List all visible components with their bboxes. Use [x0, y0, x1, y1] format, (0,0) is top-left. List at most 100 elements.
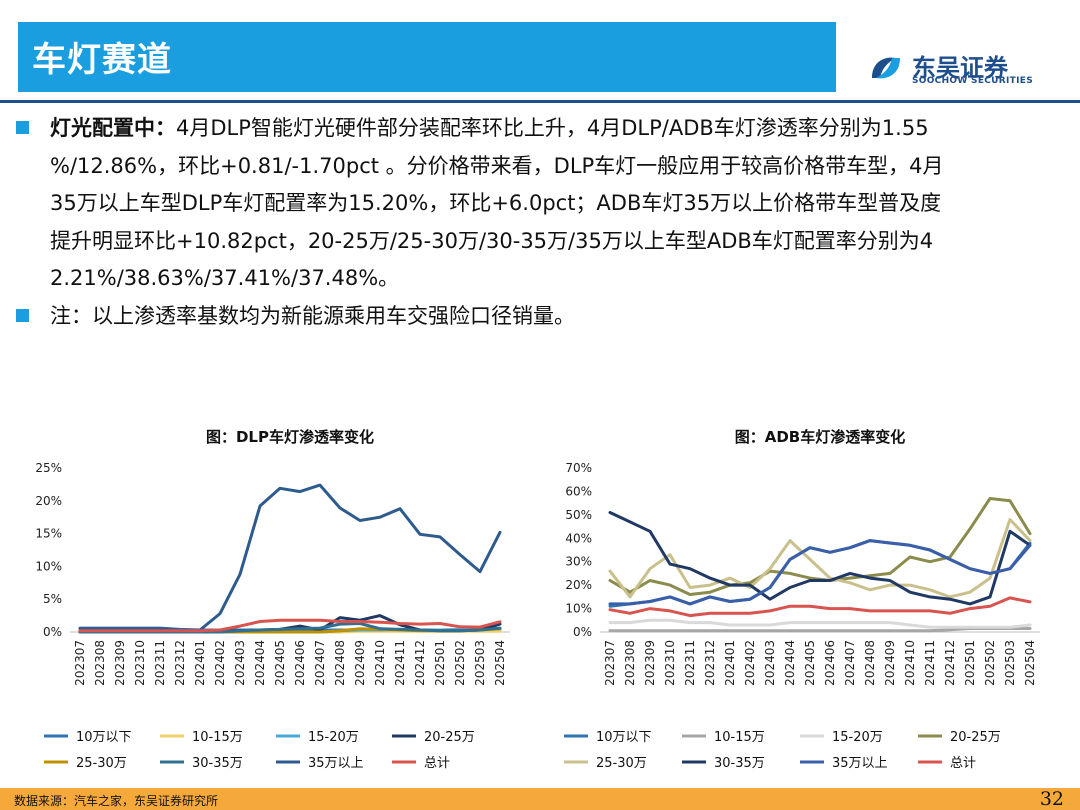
series-line [608, 518, 1032, 599]
y-tick-label: 10% [565, 602, 592, 616]
x-tick-label: 202309 [643, 640, 657, 686]
x-tick-label: 202411 [393, 640, 407, 686]
legend-label: 总计 [950, 756, 976, 771]
bullet-list: 灯光配置中：4月DLP智能灯光硬件部分装配率环比上升，4月DLP/ADB车灯渗透… [14, 110, 1060, 335]
x-tick-label: 202411 [923, 640, 937, 686]
adb-chart-svg: 图：ADB车灯渗透率变化 0% 10% 20% 30% 40% 50% 60% 70% 20230… [564, 428, 1040, 771]
bullet-item-note: 注：以上渗透率基数均为新能源乘用车交强险口径销量。 [14, 298, 1060, 336]
y-tick-label: 20% [35, 494, 62, 508]
y-tick-label: 30% [565, 555, 592, 569]
x-tick-label: 202311 [153, 640, 167, 686]
legend-label: 25-30万 [596, 756, 647, 771]
x-tick-label: 202402 [743, 640, 757, 686]
x-tick-label: 202410 [903, 640, 917, 686]
footer-bar: 数据来源：汽车之家，东吴证券研究所 32 [0, 788, 1080, 810]
x-tick-label: 202412 [943, 640, 957, 686]
legend-label: 35万以上 [832, 756, 888, 771]
x-tick-label: 202311 [683, 640, 697, 686]
x-tick-label: 202501 [963, 640, 977, 686]
bullet-line: 35万以上车型DLP车灯配置率为15.20%，环比+6.0pct；ADB车灯35… [50, 191, 942, 215]
bullet-square-icon [16, 308, 29, 322]
legend-label: 15-20万 [832, 730, 883, 745]
x-tick-label: 202406 [293, 640, 307, 686]
x-tick-label: 202405 [273, 640, 287, 686]
x-tick-label: 202405 [803, 640, 817, 686]
bullet-label: 灯光配置中： [50, 116, 176, 140]
series-line [608, 627, 1032, 633]
dlp-chart-svg: 图：DLP车灯渗透率变化 0% 5% 10% 15% 20% 25% 202307 202308… [35, 428, 510, 771]
legend-label: 10-15万 [714, 730, 765, 745]
x-tick-label: 202407 [843, 640, 857, 686]
x-tick-label: 202408 [863, 640, 877, 686]
x-tick-label: 202409 [353, 640, 367, 686]
x-tick-label: 202409 [883, 640, 897, 686]
chart-title: 图：ADB车灯渗透率变化 [735, 428, 906, 446]
x-tick-label: 202406 [823, 640, 837, 686]
bullet-line: 4月DLP智能灯光硬件部分装配率环比上升，4月DLP/ADB车灯渗透率分别为1.… [176, 116, 929, 140]
x-tick-label: 202312 [703, 640, 717, 686]
y-tick-label: 15% [35, 527, 62, 541]
dlp-penetration-chart: 图：DLP车灯渗透率变化 0% 5% 10% 15% 20% 25% 202307 202308… [10, 420, 540, 780]
y-tick-label: 10% [35, 559, 62, 573]
x-tick-label: 202308 [623, 640, 637, 686]
bullet-square-icon [16, 121, 29, 134]
x-tick-label: 202310 [663, 640, 677, 686]
bullet-item-lighting: 灯光配置中：4月DLP智能灯光硬件部分装配率环比上升，4月DLP/ADB车灯渗透… [14, 110, 1060, 298]
x-tick-label: 202403 [763, 640, 777, 686]
series-line [608, 511, 1032, 606]
x-tick-label: 202503 [473, 640, 487, 686]
bullet-line: 注：以上渗透率基数均为新能源乘用车交强险口径销量。 [50, 303, 575, 328]
y-tick-label: 5% [43, 592, 62, 606]
y-tick-label: 40% [565, 531, 592, 545]
x-tick-label: 202309 [113, 640, 127, 686]
data-source: 数据来源：汽车之家，东吴证券研究所 [14, 794, 219, 808]
x-tick-label: 202408 [333, 640, 347, 686]
soochow-logo-icon [872, 57, 900, 79]
series-line [78, 618, 502, 633]
page-number: 32 [1039, 788, 1064, 810]
x-tick-label: 202502 [453, 640, 467, 686]
series-line [78, 483, 502, 632]
title-bar: 车灯赛道 [18, 22, 836, 92]
series-line [608, 596, 1032, 618]
adb-penetration-chart: 图：ADB车灯渗透率变化 0% 10% 20% 30% 40% 50% 60% 70% 20230… [540, 420, 1070, 780]
y-tick-label: 0% [573, 625, 592, 639]
x-tick-label: 202504 [493, 640, 507, 686]
legend-label: 20-25万 [424, 730, 475, 745]
x-tick-label: 202402 [213, 640, 227, 686]
chart-title: 图：DLP车灯渗透率变化 [206, 428, 374, 446]
y-tick-label: 50% [565, 508, 592, 522]
header-divider [0, 100, 1080, 103]
series-line [608, 618, 1032, 629]
legend-label: 20-25万 [950, 730, 1001, 745]
x-tick-label: 202407 [313, 640, 327, 686]
x-tick-label: 202312 [173, 640, 187, 686]
y-tick-label: 20% [565, 578, 592, 592]
x-tick-label: 202308 [93, 640, 107, 686]
y-tick-label: 0% [43, 625, 62, 639]
x-tick-label: 202307 [73, 640, 87, 686]
legend-label: 10万以下 [76, 730, 132, 745]
legend-label: 25-30万 [76, 756, 127, 771]
x-tick-label: 202403 [233, 640, 247, 686]
x-tick-label: 202310 [133, 640, 147, 686]
x-tick-label: 202412 [413, 640, 427, 686]
x-tick-label: 202401 [193, 640, 207, 686]
x-tick-label: 202503 [1003, 640, 1017, 686]
x-tick-label: 202502 [983, 640, 997, 686]
x-tick-label: 202404 [253, 640, 267, 686]
x-tick-label: 202307 [603, 640, 617, 686]
y-tick-label: 70% [565, 461, 592, 475]
x-tick-label: 202410 [373, 640, 387, 686]
company-logo: 东吴证券 SOOCHOW SECURITIES [866, 46, 1036, 92]
legend-label: 15-20万 [308, 730, 359, 745]
legend-label: 总计 [424, 756, 450, 771]
legend-label: 35万以上 [308, 756, 364, 771]
legend-label: 30-35万 [714, 756, 765, 771]
x-tick-label: 202404 [783, 640, 797, 686]
legend-label: 10万以下 [596, 730, 652, 745]
legend-label: 10-15万 [192, 730, 243, 745]
series-line [608, 539, 1032, 606]
bullet-line: 2.21%/38.63%/37.41%/37.48%。 [50, 266, 400, 290]
bullet-line: 提升明显环比+10.82pct，20-25万/25-30万/30-35万/35万… [50, 228, 934, 253]
